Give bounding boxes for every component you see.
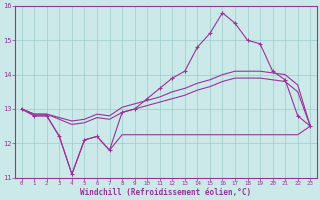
- X-axis label: Windchill (Refroidissement éolien,°C): Windchill (Refroidissement éolien,°C): [80, 188, 252, 197]
